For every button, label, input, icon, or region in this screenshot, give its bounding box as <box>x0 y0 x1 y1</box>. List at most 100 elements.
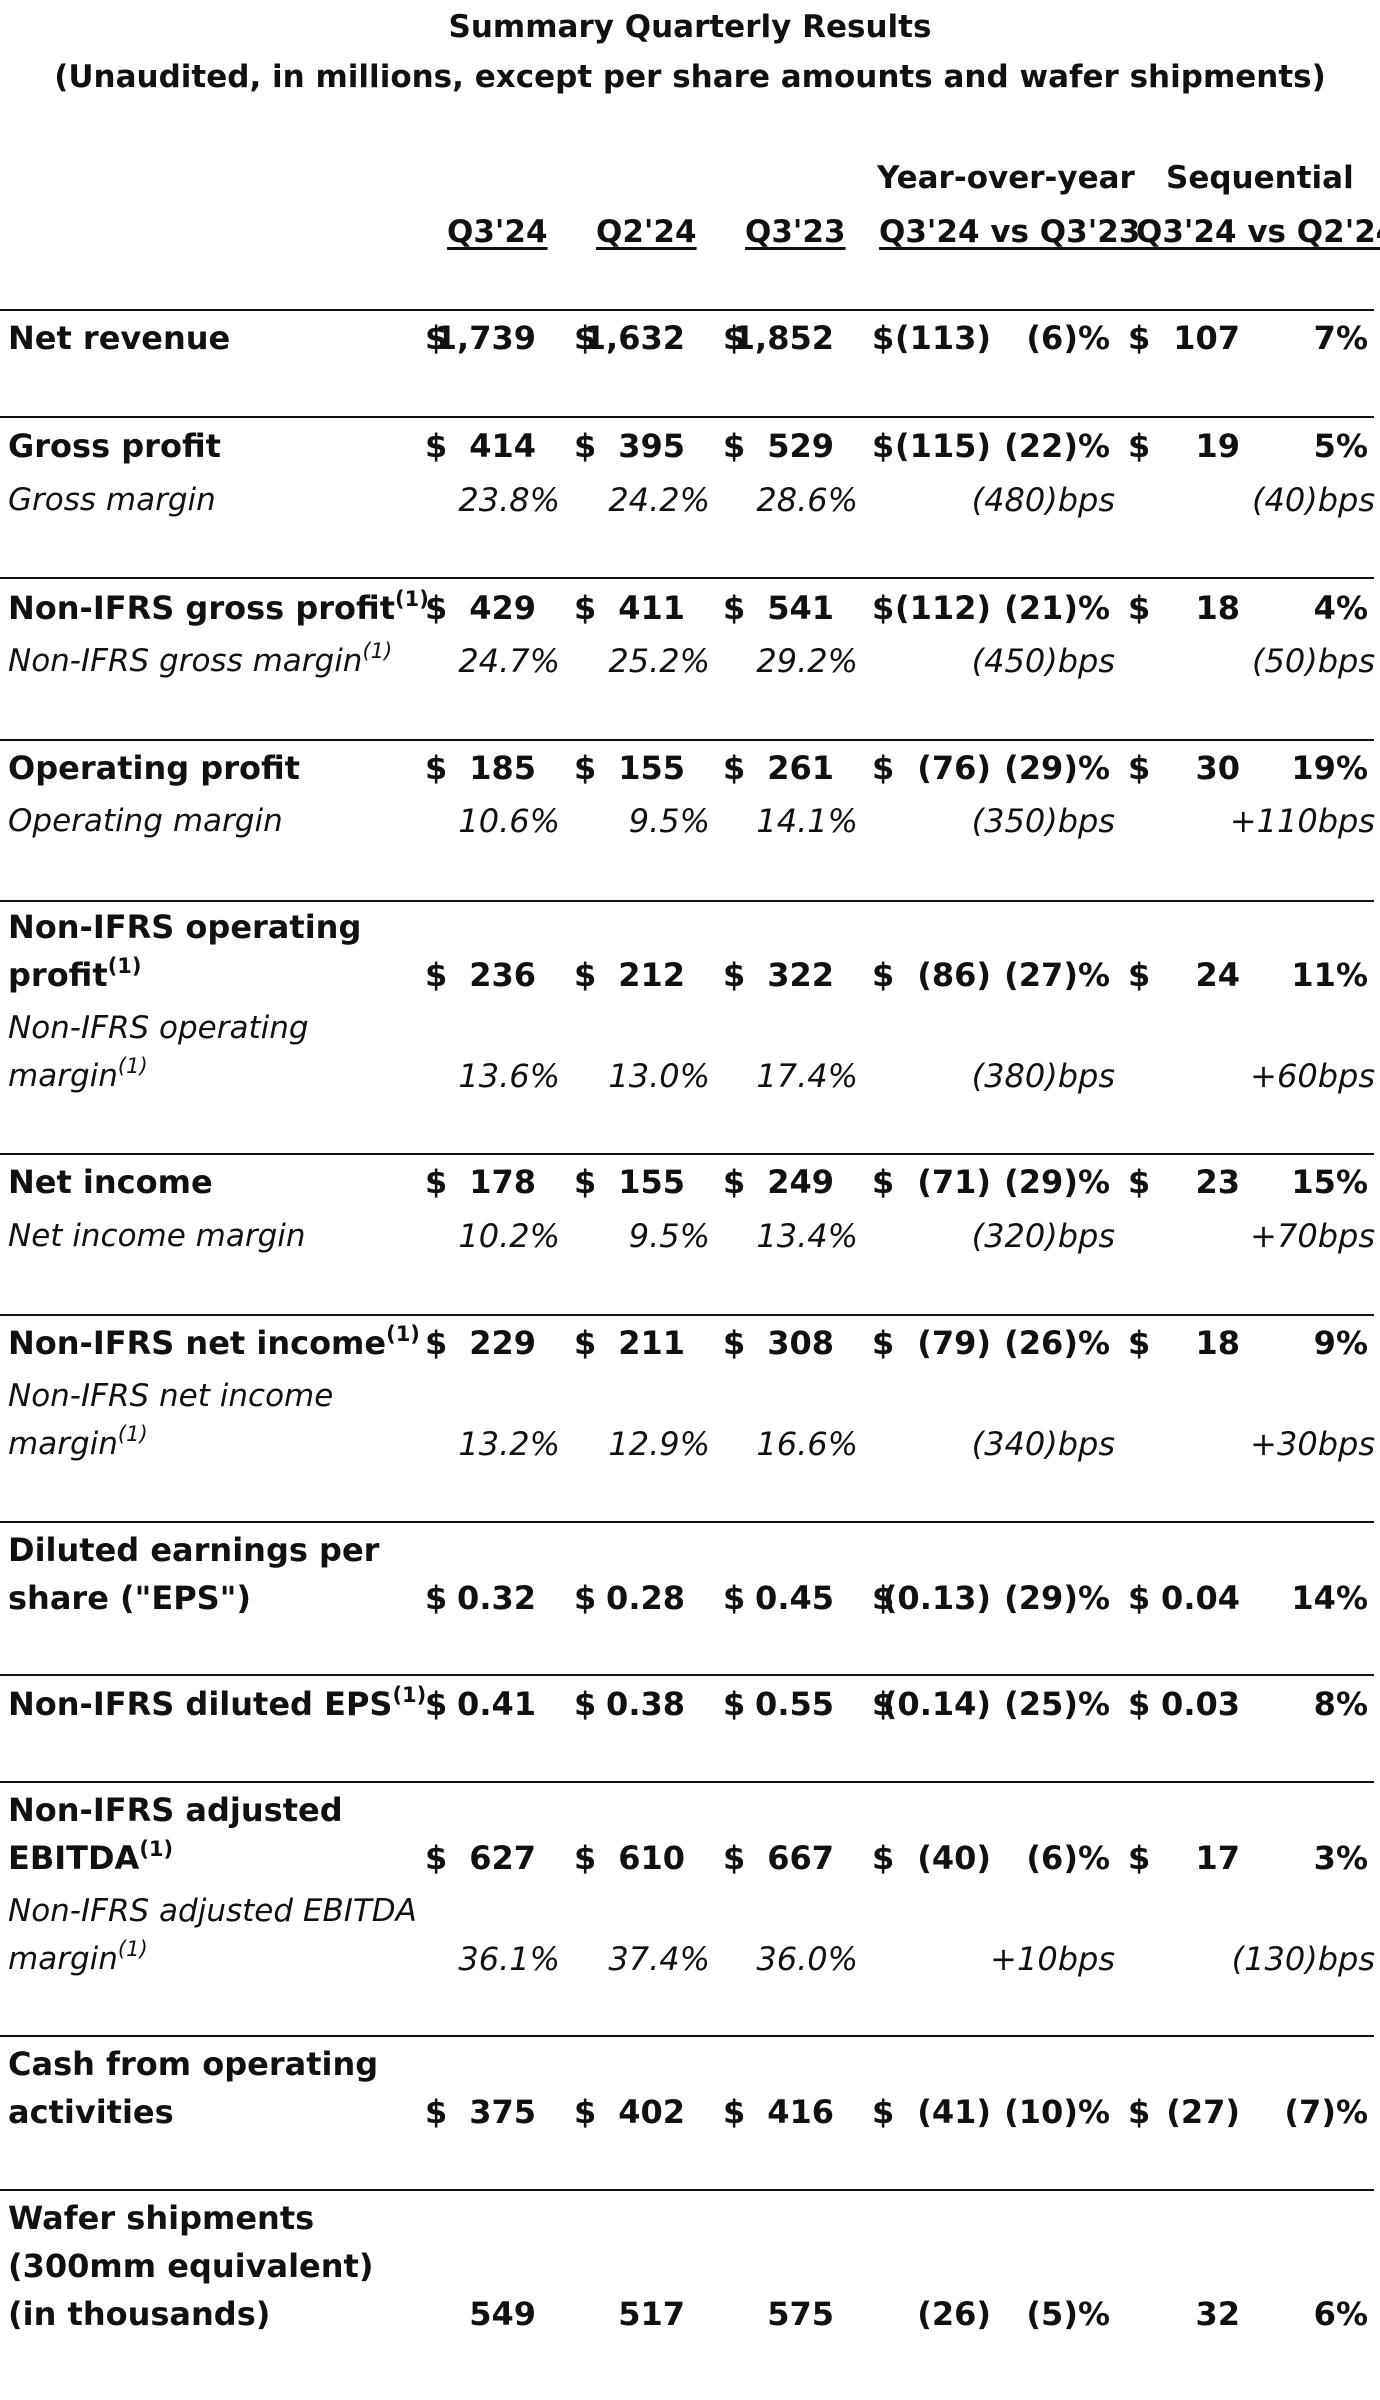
currency-symbol: $ <box>574 319 597 357</box>
currency-symbol: $ <box>723 2093 746 2131</box>
currency-symbol: $ <box>872 1685 895 1723</box>
row-divider <box>0 1314 1374 1316</box>
row-label-line1: Wafer shipments <box>8 2199 315 2237</box>
value-q3-24: 627 <box>469 1839 536 1877</box>
currency-symbol: $ <box>425 1685 448 1723</box>
value-q3-23: 0.45 <box>755 1579 834 1617</box>
yoy-percent: (26)% <box>1004 1324 1110 1362</box>
currency-symbol: $ <box>574 589 597 627</box>
yoy-amount: (112) <box>894 589 991 627</box>
seq-amount: 18 <box>1195 1324 1240 1362</box>
row-label: Operating margin <box>8 803 283 839</box>
value-q3-24: 185 <box>469 749 536 787</box>
yoy-percent: (27)% <box>1004 956 1110 994</box>
currency-symbol: $ <box>574 1324 597 1362</box>
row-label: Gross margin <box>8 482 216 518</box>
yoy-percent: (6)% <box>1026 1839 1110 1877</box>
row-divider <box>0 900 1374 902</box>
value-q2-24: 155 <box>618 749 685 787</box>
row-label: Non-IFRS gross profit(1) <box>8 587 429 628</box>
value-q3-24: 549 <box>469 2295 536 2333</box>
currency-symbol: $ <box>872 427 895 465</box>
value-q3-24: 13.6% <box>458 1057 560 1095</box>
value-q3-23: 529 <box>767 427 834 465</box>
currency-symbol: $ <box>425 1579 448 1617</box>
value-q3-24: 13.2% <box>458 1425 560 1463</box>
seq-amount: 0.03 <box>1161 1685 1240 1723</box>
yoy-amount: (76) <box>917 749 991 787</box>
yoy-change: +10bps <box>990 1940 1115 1978</box>
currency-symbol: $ <box>574 2093 597 2131</box>
seq-amount: 17 <box>1195 1839 1240 1877</box>
value-q2-24: 0.28 <box>606 1579 685 1617</box>
value-q3-24: 36.1% <box>458 1940 560 1978</box>
row-label: Net income margin <box>8 1218 306 1254</box>
value-q3-23: 1,852 <box>732 319 834 357</box>
currency-symbol: $ <box>425 589 448 627</box>
row-divider <box>0 1781 1374 1783</box>
value-q3-23: 249 <box>767 1163 834 1201</box>
currency-symbol: $ <box>723 1685 746 1723</box>
row-label-line2: share ("EPS") <box>8 1579 251 1617</box>
yoy-percent: (29)% <box>1004 1163 1110 1201</box>
seq-percent: 7% <box>1313 319 1368 357</box>
row-label-line1: Cash from operating <box>8 2045 379 2083</box>
value-q3-24: 10.2% <box>458 1217 560 1255</box>
row-divider <box>0 416 1374 418</box>
yoy-percent: (29)% <box>1004 1579 1110 1617</box>
seq-percent: (7)% <box>1284 2093 1368 2131</box>
row-label-line1: Non-IFRS adjusted EBITDA <box>8 1893 417 1929</box>
currency-symbol: $ <box>723 589 746 627</box>
value-q3-23: 261 <box>767 749 834 787</box>
currency-symbol: $ <box>574 1163 597 1201</box>
currency-symbol: $ <box>1128 589 1151 627</box>
value-q3-24: 23.8% <box>458 481 560 519</box>
currency-symbol: $ <box>425 1839 448 1877</box>
seq-change: +60bps <box>1250 1057 1375 1095</box>
value-q3-23: 16.6% <box>756 1425 858 1463</box>
currency-symbol: $ <box>425 427 448 465</box>
row-label-line2: margin(1) <box>8 1937 148 1978</box>
value-q2-24: 24.2% <box>608 481 710 519</box>
currency-symbol: $ <box>425 1324 448 1362</box>
yoy-change: (480)bps <box>971 481 1115 519</box>
value-q2-24: 0.38 <box>606 1685 685 1723</box>
currency-symbol: $ <box>723 956 746 994</box>
row-label-line1: Non-IFRS operating <box>8 908 362 946</box>
currency-symbol: $ <box>723 1324 746 1362</box>
currency-symbol: $ <box>425 1163 448 1201</box>
currency-symbol: $ <box>1128 1685 1151 1723</box>
value-q2-24: 9.5% <box>628 802 710 840</box>
currency-symbol: $ <box>872 1839 895 1877</box>
row-divider <box>0 309 1374 311</box>
currency-symbol: $ <box>872 749 895 787</box>
row-divider <box>0 739 1374 741</box>
value-q2-24: 411 <box>618 589 685 627</box>
col-header-q3-23: Q3'23 <box>745 214 846 250</box>
value-q3-23: 541 <box>767 589 834 627</box>
col-header-q3-24: Q3'24 <box>447 214 548 250</box>
row-label-line1: Non-IFRS operating <box>8 1010 309 1046</box>
currency-symbol: $ <box>872 589 895 627</box>
currency-symbol: $ <box>1128 956 1151 994</box>
seq-change: (130)bps <box>1231 1940 1375 1978</box>
yoy-percent: (25)% <box>1004 1685 1110 1723</box>
seq-percent: 11% <box>1291 956 1368 994</box>
row-divider <box>0 1674 1374 1676</box>
row-label-line1: Non-IFRS adjusted <box>8 1791 343 1829</box>
group-header-sequential: Sequential <box>1166 160 1354 196</box>
row-label-line1: Diluted earnings per <box>8 1531 380 1569</box>
yoy-percent: (10)% <box>1004 2093 1110 2131</box>
value-q3-23: 17.4% <box>756 1057 858 1095</box>
seq-amount: 107 <box>1173 319 1240 357</box>
row-label-line2: EBITDA(1) <box>8 1837 174 1878</box>
yoy-change: (380)bps <box>971 1057 1115 1095</box>
row-divider <box>0 2035 1374 2037</box>
value-q2-24: 1,632 <box>583 319 685 357</box>
value-q3-23: 29.2% <box>756 642 858 680</box>
value-q3-23: 308 <box>767 1324 834 1362</box>
row-label-line2: margin(1) <box>8 1422 148 1463</box>
currency-symbol: $ <box>574 749 597 787</box>
currency-symbol: $ <box>574 1579 597 1617</box>
seq-change: +70bps <box>1250 1217 1375 1255</box>
